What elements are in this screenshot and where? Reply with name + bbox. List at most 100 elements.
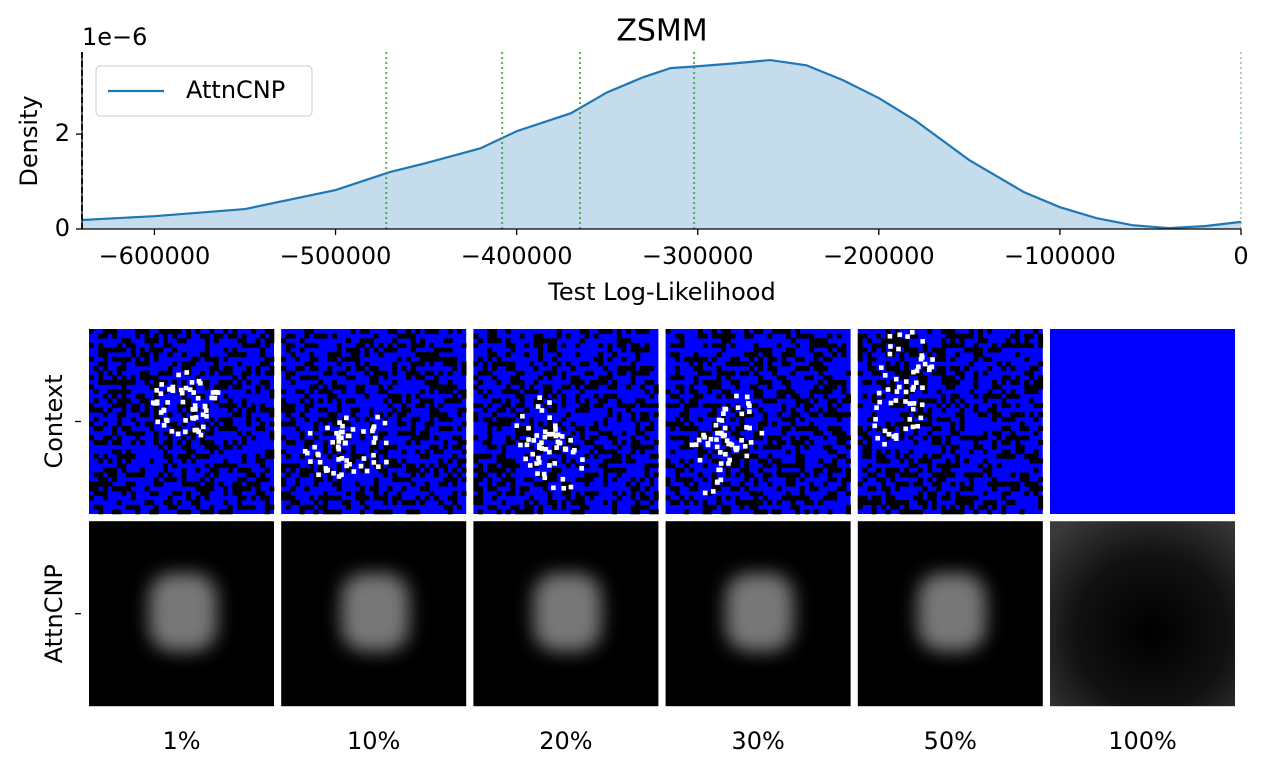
pixel [964,458,970,464]
pixel [246,416,252,422]
pixel [827,375,833,381]
pixel [781,416,787,422]
pixel [880,486,886,492]
pixel [204,333,210,339]
pixel [547,458,553,464]
pixel [246,421,252,427]
pixel [776,389,782,395]
pixel [332,416,337,422]
pixel [378,342,384,348]
pixel [626,403,631,408]
pixel [785,463,791,469]
pixel [987,407,993,413]
pixel [419,486,425,492]
pixel [862,444,868,450]
pixel [857,370,863,376]
pixel [653,440,659,445]
pixel [973,440,979,445]
pixel [237,477,242,482]
pixel [158,391,164,396]
pixel [433,495,439,501]
pixel [246,430,252,436]
pixel [496,361,502,367]
pixel [285,370,291,376]
pixel [721,342,727,348]
pixel [679,338,685,344]
pixel [913,426,919,432]
pixel [112,379,118,385]
pixel [337,420,342,425]
pixel [285,421,291,427]
pixel [730,416,736,422]
pixel [804,333,810,339]
pixel [241,467,247,473]
pixel [190,361,196,367]
pixel [491,333,497,339]
pixel [533,366,539,371]
pixel [519,393,525,399]
pixel [607,329,613,334]
pixel [149,426,155,432]
pixel [308,342,314,348]
pixel [290,486,296,492]
pixel [336,398,342,404]
pixel [218,481,224,487]
pixel [510,347,516,353]
pixel [396,412,402,418]
pixel [1005,403,1011,408]
pixel [547,338,553,344]
pixel [1010,412,1016,418]
pixel [343,440,348,446]
pixel [332,379,337,385]
pixel [392,338,398,344]
pixel [223,463,229,469]
pixel [899,435,905,441]
pixel [281,449,287,455]
pixel [978,444,983,450]
pixel [744,333,750,339]
pixel [734,495,740,501]
pixel [121,389,127,395]
pixel [523,456,528,462]
pixel [482,453,488,459]
pixel [804,398,810,404]
pixel [954,463,960,469]
pixel [542,475,548,481]
pixel [510,440,516,445]
pixel [163,333,168,339]
pixel [452,481,458,487]
pixel [968,486,974,492]
pixel [308,375,314,381]
pixel [584,370,590,376]
pixel [894,370,900,376]
x-tick-label: −100000 [1004,242,1116,270]
pixel [290,403,296,408]
pixel [575,352,581,358]
pixel [616,444,622,450]
pixel [804,444,810,450]
pixel [255,389,261,395]
pixel [982,430,988,436]
pixel [290,500,296,506]
pixel [369,412,374,418]
density-area [82,60,1241,230]
pixel [950,426,956,432]
pixel [836,333,842,339]
pixel [410,366,416,371]
pixel [593,426,599,432]
pixel [350,352,356,358]
pixel [218,333,224,339]
pixel [528,421,534,427]
pixel [621,347,627,353]
pixel [135,472,141,478]
pixel [308,352,314,358]
pixel [767,444,773,450]
pixel [496,467,502,473]
pixel [473,486,479,492]
pixel [510,379,516,385]
pixel [313,435,319,441]
pixel [176,407,182,413]
pixel [561,504,567,510]
pixel [419,356,425,362]
pixel [533,398,539,404]
